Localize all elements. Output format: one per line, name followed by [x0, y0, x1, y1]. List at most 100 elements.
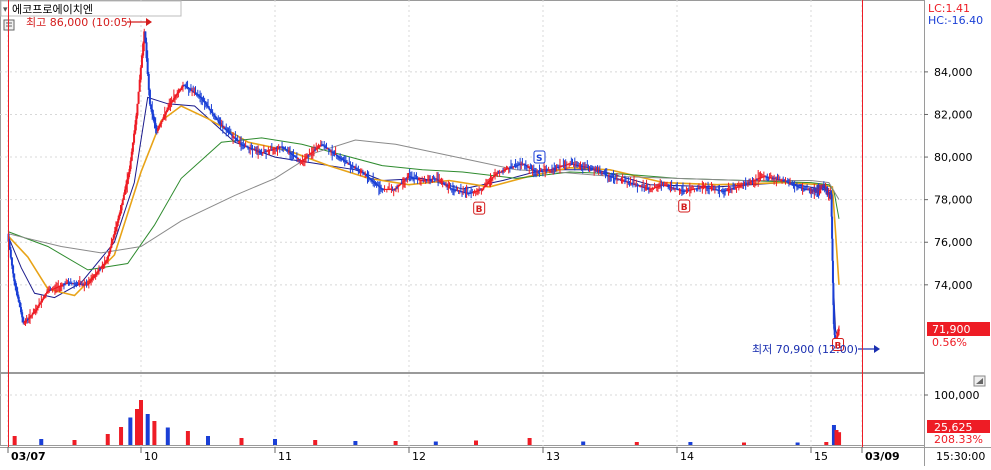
- volume-bar: [39, 439, 44, 445]
- candle-body: [469, 192, 472, 194]
- candle-body: [236, 140, 239, 142]
- candle-body: [202, 99, 205, 102]
- candle-body: [195, 93, 198, 95]
- candle-body: [407, 176, 410, 178]
- candle-body: [65, 283, 68, 285]
- candle-body: [432, 178, 435, 180]
- candle-body: [294, 156, 297, 158]
- candle-body: [741, 185, 744, 187]
- volume-bar: [135, 409, 140, 445]
- candle-body: [383, 189, 386, 190]
- candle-body: [69, 282, 72, 284]
- candle-body: [241, 144, 244, 146]
- candle-body: [427, 179, 430, 181]
- candle-body: [302, 159, 305, 161]
- stock-name: 에코프로에이치엔: [12, 3, 93, 16]
- candle-body: [507, 167, 510, 169]
- candle-body: [20, 307, 23, 313]
- candle-body: [158, 126, 161, 129]
- candle-body: [794, 185, 797, 187]
- candle-body: [627, 181, 630, 183]
- candle-body: [699, 187, 702, 189]
- candle-body: [244, 145, 247, 147]
- candle-body: [592, 168, 595, 170]
- grid-layer: [0, 0, 924, 447]
- candle-body: [725, 190, 728, 192]
- candle-body: [732, 188, 735, 190]
- candle-body: [268, 150, 271, 152]
- candle-body: [719, 190, 722, 192]
- candle-body: [521, 163, 524, 165]
- candle-body: [535, 171, 538, 173]
- candle-body: [128, 168, 131, 175]
- candle-body: [677, 189, 680, 191]
- candle-body: [342, 159, 345, 161]
- candle-body: [770, 177, 773, 179]
- candle-body: [55, 287, 58, 289]
- candle-body: [304, 157, 307, 159]
- candle-body: [174, 96, 177, 99]
- candle-body: [502, 170, 505, 172]
- candle-body: [390, 189, 393, 190]
- candle-body: [275, 147, 278, 149]
- candle-body: [257, 151, 260, 153]
- candle-body: [629, 182, 632, 184]
- candle-body: [766, 176, 769, 178]
- candle-body: [412, 177, 415, 179]
- candle-body: [647, 188, 650, 190]
- candle-body: [146, 58, 149, 75]
- candle-body: [561, 165, 564, 167]
- candle-body: [453, 189, 456, 191]
- candle-body: [289, 152, 292, 154]
- price-tick-label: 80,000: [934, 151, 973, 164]
- candle-body: [330, 150, 333, 152]
- candle-body: [581, 166, 584, 168]
- candle-body: [527, 166, 530, 168]
- volume-bar: [313, 440, 318, 445]
- candle-body: [201, 98, 204, 100]
- candle-body: [433, 178, 436, 180]
- candle-body: [746, 182, 749, 184]
- volume-tick-label: 100,000: [934, 389, 980, 402]
- buy-signal-marker: [678, 199, 691, 213]
- candle-body: [672, 187, 675, 189]
- candle-body: [131, 142, 134, 152]
- candle-body: [602, 173, 605, 175]
- session-label: 03/09: [865, 450, 900, 463]
- candle-body: [582, 166, 585, 168]
- candle-body: [147, 74, 150, 90]
- volume-bar: [824, 442, 829, 445]
- candle-body: [326, 148, 329, 150]
- candle-body: [773, 178, 776, 180]
- candle-body: [736, 186, 739, 188]
- panel-collapse-glyph: [976, 378, 983, 384]
- candle-body: [554, 167, 557, 169]
- candle-body: [124, 189, 127, 195]
- candle-body: [261, 152, 264, 154]
- volume-bar: [152, 421, 157, 445]
- candle-body: [81, 284, 84, 286]
- candle-body: [805, 189, 808, 191]
- candle-body: [516, 164, 519, 166]
- price-tick-label: 76,000: [934, 236, 973, 249]
- candle-body: [737, 186, 740, 188]
- candle-body: [749, 181, 752, 183]
- candle-body: [24, 321, 27, 323]
- dropdown-icon[interactable]: ▾: [3, 5, 8, 15]
- candle-body: [137, 91, 140, 104]
- candle-body: [66, 282, 69, 284]
- candle-body: [700, 187, 703, 189]
- candle-body: [666, 185, 669, 187]
- candle-body: [530, 168, 533, 170]
- session-label: 03/07: [11, 450, 46, 463]
- candle-body: [754, 179, 757, 181]
- stock-name-box[interactable]: [0, 0, 182, 17]
- candle-body: [797, 186, 800, 188]
- candle-body: [187, 87, 190, 89]
- candle-body: [118, 214, 121, 219]
- candle-body: [317, 146, 320, 148]
- candle-body: [523, 164, 526, 166]
- candle-body: [38, 304, 41, 307]
- candle-body: [760, 177, 763, 179]
